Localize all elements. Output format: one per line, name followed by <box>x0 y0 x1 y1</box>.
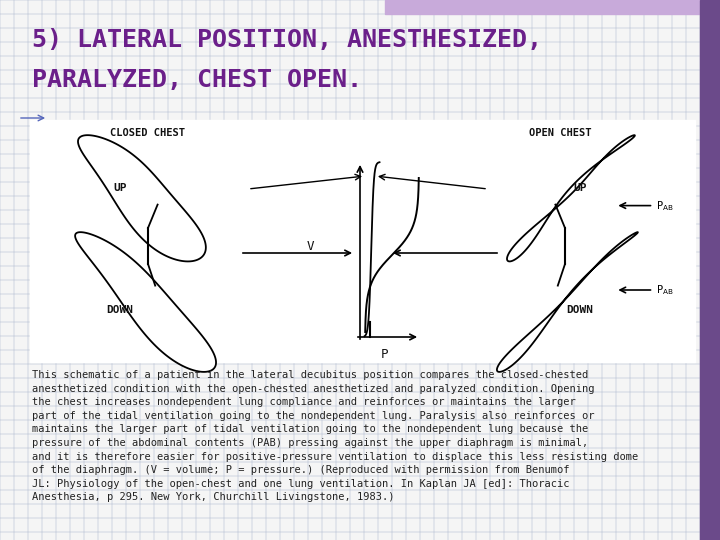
Bar <box>700 0 720 540</box>
Polygon shape <box>497 232 638 372</box>
Text: P$_{\rm AB}$: P$_{\rm AB}$ <box>657 283 674 297</box>
Text: CLOSED CHEST: CLOSED CHEST <box>110 128 186 138</box>
Text: P: P <box>380 348 388 361</box>
Polygon shape <box>75 232 216 372</box>
Text: This schematic of a patient in the lateral decubitus position compares the close: This schematic of a patient in the later… <box>32 370 638 502</box>
Text: P$_{\rm AB}$: P$_{\rm AB}$ <box>657 199 674 213</box>
Text: DOWN: DOWN <box>567 305 593 315</box>
Polygon shape <box>78 135 206 261</box>
Text: DOWN: DOWN <box>107 305 133 315</box>
Text: 5) LATERAL POSITION, ANESTHESIZED,: 5) LATERAL POSITION, ANESTHESIZED, <box>32 28 542 52</box>
Text: V: V <box>306 240 314 253</box>
Bar <box>385 0 720 14</box>
Text: OPEN CHEST: OPEN CHEST <box>528 128 591 138</box>
Polygon shape <box>507 135 635 261</box>
Text: UP: UP <box>573 183 587 193</box>
Text: UP: UP <box>113 183 127 193</box>
Bar <box>30 120 695 362</box>
Text: PARALYZED, CHEST OPEN.: PARALYZED, CHEST OPEN. <box>32 68 362 92</box>
